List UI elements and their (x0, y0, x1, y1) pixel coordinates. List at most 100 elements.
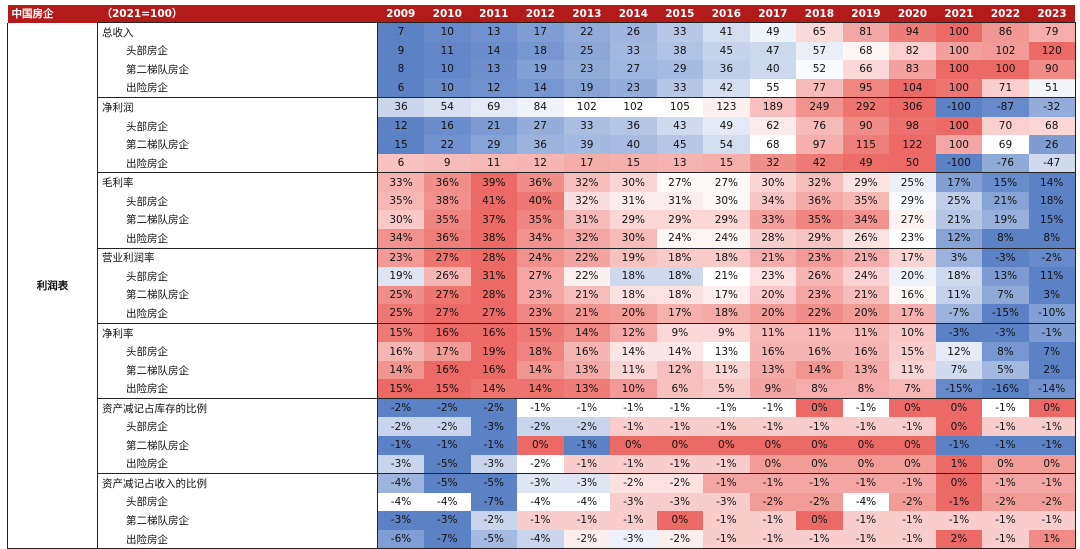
heatmap-cell: 0% (889, 436, 936, 455)
heatmap-cell: 22 (563, 21, 611, 42)
heatmap-cell: 15 (703, 153, 750, 174)
heatmap-cell: 41% (470, 191, 518, 211)
heatmap-cell: -32 (1028, 97, 1076, 117)
heatmap-cell: 29% (610, 210, 657, 230)
heatmap-cell: 38% (470, 229, 518, 249)
heatmap-cell: 249 (796, 97, 843, 117)
year-header: 2011 (470, 5, 518, 23)
heatmap-cell: 30% (610, 229, 657, 249)
heatmap-cell: 6 (377, 153, 425, 174)
heatmap-cell: -1% (842, 417, 890, 437)
heatmap-cell: 35% (424, 210, 471, 230)
table-row: 头部房企 12 16 21 27 33 36 43 49 62 76 90 98 100 70 68 (8, 116, 1076, 136)
heatmap-cell: 104 (889, 78, 936, 99)
heatmap-cell: 8% (842, 379, 890, 399)
heatmap-cell: 36 (517, 135, 564, 154)
heatmap-cell: -1% (889, 473, 936, 493)
heatmap-cell: 0% (703, 436, 750, 455)
heatmap-cell: 15% (424, 379, 471, 399)
heatmap-cell: 90 (1028, 60, 1076, 79)
heatmap-cell: -7% (935, 304, 983, 324)
heatmap-cell: 6 (377, 78, 425, 99)
heatmap-cell: -4% (842, 492, 890, 512)
heatmap-cell: 41 (703, 21, 750, 42)
heatmap-cell: 20% (749, 304, 797, 324)
heatmap-cell: -87 (982, 97, 1029, 117)
heatmap-cell: 19 (517, 60, 564, 79)
heatmap-cell: -1% (517, 511, 564, 530)
heatmap-cell: 31% (563, 210, 611, 230)
heatmap-cell: -2% (563, 529, 611, 549)
heatmap-cell: 20% (610, 304, 657, 324)
heatmap-cell: 11% (703, 360, 750, 380)
heatmap-cell: 14% (796, 360, 843, 380)
heatmap-cell: -1% (982, 436, 1029, 455)
heatmap-cell: 0% (796, 436, 843, 455)
heatmap-cell: 0% (842, 436, 890, 455)
year-header: 2014 (610, 5, 657, 23)
table-row: 营业利润率 23% 27% 28% 24% 22% 19% 18% 18% 21% 23% 21% 17… (8, 247, 1076, 268)
heatmap-cell: 10% (610, 379, 657, 399)
heatmap-cell: 8% (982, 342, 1029, 361)
table-row: 第二梯队房企 30% 35% 37% 35% 31% 29% 29% 29% 33% 35% 34% 2… (8, 210, 1076, 230)
heatmap-cell: 25% (889, 172, 936, 192)
heatmap-cell: 68 (749, 135, 797, 154)
year-header: 2022 (982, 5, 1029, 23)
year-header: 2016 (703, 5, 750, 23)
heatmap-cell: 35% (377, 191, 425, 211)
heatmap-cell: 49 (842, 153, 890, 174)
heatmap-cell: -3% (935, 322, 983, 343)
heatmap-cell: 18% (517, 342, 564, 361)
table-body: 利润表 总收入 7 10 13 17 22 26 33 41 49 65 81 94 100 86 79 头部房企… (7, 21, 1076, 549)
row-label: 头部房企 (97, 417, 378, 437)
heatmap-cell: -15% (935, 379, 983, 399)
heatmap-cell: -76 (982, 153, 1029, 174)
heatmap-cell: 33 (656, 21, 704, 42)
year-header: 2013 (563, 5, 611, 23)
heatmap-cell: 24% (517, 247, 564, 268)
heatmap-cell: -1% (610, 511, 657, 530)
heatmap-cell: 76 (796, 116, 843, 136)
heatmap-cell: -1% (563, 397, 611, 418)
heatmap-cell: 54 (703, 135, 750, 154)
heatmap-cell: -1% (842, 473, 890, 493)
heatmap-cell: 16% (424, 360, 471, 380)
heatmap-cell: 26 (1028, 135, 1076, 154)
heatmap-cell: 20% (889, 267, 936, 286)
heatmap-cell: 22% (563, 247, 611, 268)
heatmap-cell: 8 (377, 60, 425, 79)
heatmap-cell: 16 (424, 116, 471, 136)
heatmap-cell: 27% (424, 285, 471, 305)
heatmap-cell: -1% (703, 473, 750, 493)
heatmap-cell: 16% (842, 342, 890, 361)
heatmap-cell: 25% (935, 191, 983, 211)
heatmap-cell: 40 (749, 60, 797, 79)
heatmap-cell: 0% (982, 454, 1029, 475)
table-row: 净利润 36 54 69 84 102 102 105 123 189 249 292 306 -100-… (8, 97, 1076, 117)
heatmap-cell: -1% (749, 473, 797, 493)
heatmap-cell: 102 (563, 97, 611, 117)
row-label: 出险房企 (97, 78, 378, 99)
heatmap-cell: 27% (703, 172, 750, 192)
heatmap-cell: 16% (377, 342, 425, 361)
heatmap-cell: -3% (656, 492, 704, 512)
heatmap-cell: -3% (470, 417, 518, 437)
table-row: 出险房企 -3% -5% -3% -2% -1% -1% -1% -1% 0% 0% 0% 0% 1% 0%… (8, 454, 1076, 475)
heatmap-cell: 105 (656, 97, 704, 117)
heatmap-cell: 21% (935, 210, 983, 230)
heatmap-cell: 15% (377, 322, 425, 343)
heatmap-cell: -5% (470, 473, 518, 493)
heatmap-cell: -5% (424, 454, 471, 475)
heatmap-cell: 45 (703, 41, 750, 61)
heatmap-cell: 0% (749, 454, 797, 475)
heatmap-cell: 11% (749, 322, 797, 343)
heatmap-cell: -1% (842, 529, 890, 549)
row-label: 头部房企 (97, 116, 378, 136)
table-row: 第二梯队房企 25% 27% 28% 23% 21% 18% 18% 17% 20% 23% 21% 1… (8, 285, 1076, 305)
heatmap-cell: 19 (563, 78, 611, 99)
heatmap-cell: -1% (982, 397, 1029, 418)
heatmap-cell: 23% (796, 285, 843, 305)
year-header: 2018 (796, 5, 843, 23)
heatmap-cell: 14% (610, 342, 657, 361)
heatmap-cell: -2% (377, 417, 425, 437)
